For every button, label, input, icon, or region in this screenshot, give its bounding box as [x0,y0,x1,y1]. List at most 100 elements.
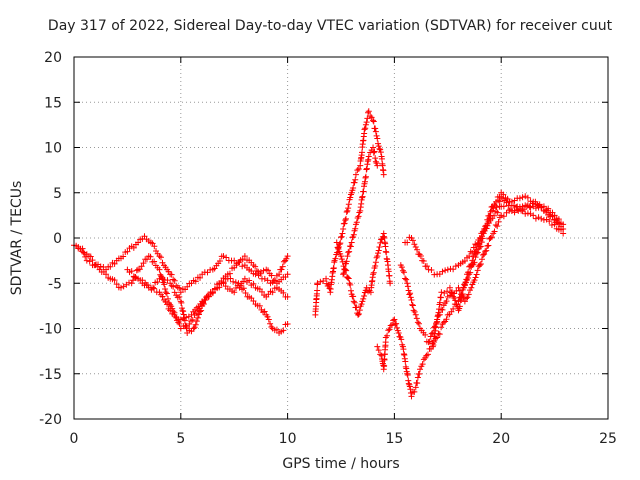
data-point [383,249,390,256]
data-point [375,347,382,354]
data-point [342,217,349,224]
data-point [514,206,521,213]
data-point [338,253,344,260]
data-point [162,289,169,296]
data-point [343,208,350,215]
data-point [404,370,411,377]
data-point [513,203,520,210]
data-point [548,221,555,228]
data-point [494,209,501,216]
data-point [265,316,272,323]
data-point [372,259,379,266]
data-point [358,301,365,308]
data-point [345,275,352,282]
data-point [386,326,393,333]
data-point [543,207,550,214]
data-point [193,318,200,325]
data-point [370,271,377,278]
data-point [448,289,455,296]
data-point [372,262,379,269]
data-point [154,278,161,285]
data-point [355,166,362,173]
data-point [500,203,507,210]
data-point [452,297,459,304]
data-point [261,275,268,282]
data-point [276,271,283,278]
data-point [520,206,527,213]
data-point [130,244,137,251]
data-point [487,235,494,241]
data-point [242,290,249,297]
data-point [390,317,397,324]
x-tick-label: 25 [599,431,617,447]
data-point [500,191,507,198]
data-point [391,316,398,323]
data-point [484,243,491,250]
data-point [381,356,388,363]
data-point [345,249,352,256]
data-points [71,108,567,400]
data-point [404,239,411,246]
data-point [350,184,357,191]
data-point [362,121,369,128]
data-point [350,293,357,300]
data-point [460,284,467,291]
data-point [556,221,563,228]
data-point [523,203,530,210]
data-point [330,265,337,272]
data-point [375,143,382,150]
data-point [151,243,158,250]
data-point [181,317,188,324]
data-point [164,301,171,308]
y-tick-label: -20 [39,412,62,428]
data-point [267,320,274,327]
data-point [314,280,321,287]
data-point [409,301,416,308]
data-point [407,290,414,297]
data-point [485,242,492,249]
data-point [468,261,475,268]
data-point [365,108,372,115]
data-point [546,218,553,225]
y-tick-label: 0 [53,231,62,247]
data-point [434,334,441,341]
data-point [372,125,379,132]
data-point [351,299,358,306]
data-point [496,193,503,200]
data-point [177,289,184,296]
data-point [370,144,377,151]
data-point [419,361,426,368]
data-point [232,279,239,286]
data-point [284,320,291,327]
data-point [417,366,424,373]
data-point [385,327,392,334]
data-point [348,239,355,246]
data-point [360,188,367,195]
data-point [462,279,469,286]
data-point [344,253,351,260]
data-point [258,288,265,295]
data-point [354,167,361,174]
y-tick-label: -15 [39,367,62,383]
data-point [252,263,259,270]
data-point [414,246,421,253]
data-point [480,229,487,236]
data-point [176,293,183,300]
data-point [359,149,366,156]
data-point [156,266,163,273]
data-point [374,162,381,169]
data-point [519,194,526,201]
data-point [411,388,418,395]
data-point [177,316,184,323]
data-point [456,287,463,294]
data-point [211,285,218,292]
data-point [256,302,263,309]
data-point [436,271,443,278]
data-point [180,308,187,315]
data-point [368,114,375,121]
data-point [436,331,443,338]
data-point [138,263,145,270]
data-point [524,194,531,201]
data-point [461,258,468,265]
